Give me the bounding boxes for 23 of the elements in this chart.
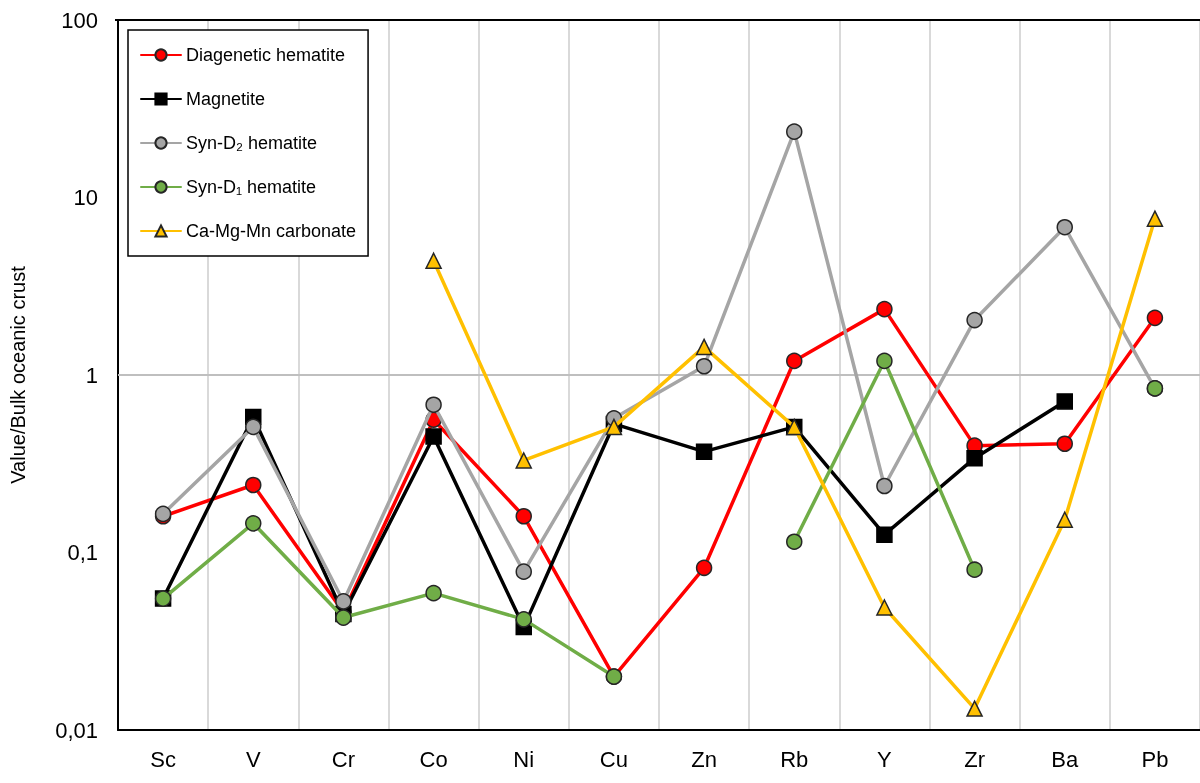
legend-label: Magnetite [186, 89, 266, 109]
x-tick-label: Zn [691, 746, 717, 772]
legend-label: Syn-D₁ hematite [186, 177, 317, 197]
x-tick-label: Pb [1141, 746, 1169, 772]
x-tick-label: Cu [599, 746, 628, 772]
x-tick-label: Ba [1051, 746, 1079, 772]
x-tick-label: Zr [964, 746, 985, 772]
x-tick-label: Ni [513, 746, 535, 772]
y-axis-title: Value/Bulk oceanic crust [7, 265, 29, 484]
x-tick-label: Sc [150, 746, 176, 772]
y-tick-label: 0,01 [55, 717, 98, 743]
x-tick-label: V [245, 746, 261, 772]
x-tick-label: Y [877, 746, 893, 772]
x-tick-label: Cr [331, 746, 356, 772]
y-tick-label: 0,1 [67, 540, 98, 565]
x-tick-label: Rb [780, 746, 809, 772]
x-tick-label: Co [419, 746, 448, 772]
y-tick-label: 10 [73, 185, 98, 210]
legend-label: Diagenetic hematite [186, 45, 346, 65]
legend-label: Syn-D₂ hematite [186, 133, 318, 153]
y-tick-label: 100 [61, 7, 98, 33]
y-tick-label: 1 [85, 362, 98, 388]
legend-label: Ca-Mg-Mn carbonate [186, 221, 357, 241]
